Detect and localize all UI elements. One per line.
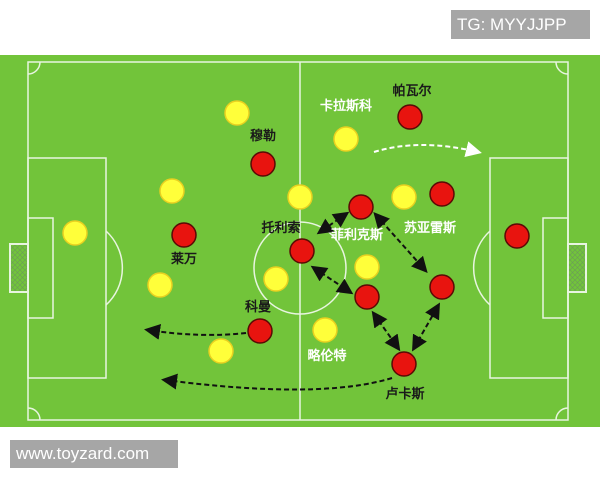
player-label: 莱万 (171, 251, 197, 267)
red-player-dot (171, 222, 197, 248)
yellow-player-dot (159, 178, 185, 204)
player-label: 略伦特 (307, 348, 346, 364)
red-player-dot (391, 351, 417, 377)
yellow-player-dot (287, 184, 313, 210)
yellow-player-dot (263, 266, 289, 292)
yellow-player-dot (208, 338, 234, 364)
yellow-player-dot (224, 100, 250, 126)
player-label: 托利索 (261, 220, 300, 236)
yellow-player-dot (62, 220, 88, 246)
pass-arrow (316, 211, 350, 235)
right-goal (567, 243, 587, 293)
red-player-dot (504, 223, 530, 249)
player-label: 帕瓦尔 (392, 83, 431, 99)
player-label: 苏亚雷斯 (404, 220, 456, 236)
watermark-top: TG: MYYJJPP (451, 10, 590, 39)
run-arrow (161, 373, 393, 391)
red-player-dot (397, 104, 423, 130)
run-arrow (144, 323, 247, 340)
player-label: 科曼 (245, 299, 271, 315)
player-label: 卢卡斯 (385, 386, 424, 402)
red-player-dot (250, 151, 276, 177)
yellow-player-dot (391, 184, 417, 210)
left-goal (9, 243, 29, 293)
red-player-dot (354, 284, 380, 310)
yellow-player-dot (354, 254, 380, 280)
red-player-dot (429, 274, 455, 300)
pass-arrow (373, 212, 428, 273)
red-player-dot (247, 318, 273, 344)
player-label: 穆勒 (250, 128, 276, 144)
pass-arrow (310, 265, 354, 295)
player-label: 菲利克斯 (331, 227, 383, 243)
red-player-dot (429, 181, 455, 207)
pass-arrow (371, 310, 401, 352)
watermark-bottom: www.toyzard.com (10, 440, 178, 468)
red-player-dot (348, 194, 374, 220)
yellow-player-dot (333, 126, 359, 152)
red-player-dot (289, 238, 315, 264)
pass-arrow (412, 302, 440, 352)
yellow-player-dot (147, 272, 173, 298)
run-arrow (373, 141, 482, 157)
pitch-lines (27, 61, 569, 421)
player-label: 卡拉斯科 (320, 98, 372, 114)
yellow-player-dot (312, 317, 338, 343)
